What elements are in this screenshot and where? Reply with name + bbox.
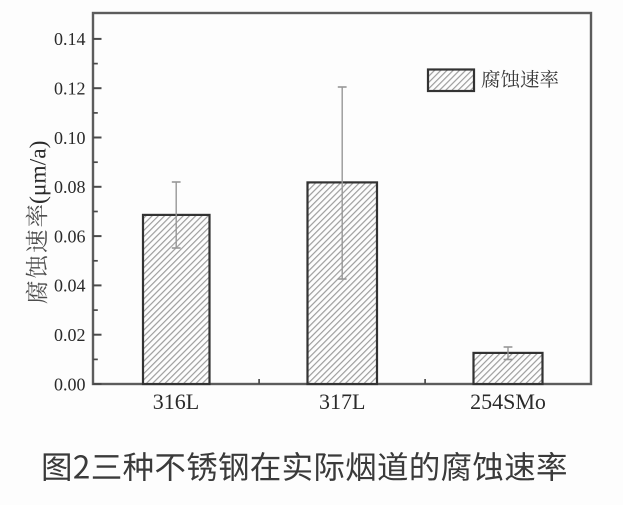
svg-text:0.06: 0.06 [54, 226, 86, 246]
svg-text:0.02: 0.02 [54, 325, 86, 345]
svg-text:(μm/a): (μm/a) [26, 141, 52, 205]
svg-text:254SMo: 254SMo [470, 389, 546, 414]
svg-text:0.08: 0.08 [54, 177, 86, 197]
svg-text:316L: 316L [153, 389, 199, 414]
svg-text:0.12: 0.12 [54, 79, 86, 99]
svg-text:0.14: 0.14 [54, 29, 86, 49]
svg-text:0.00: 0.00 [54, 374, 86, 394]
svg-text:317L: 317L [319, 389, 365, 414]
svg-text:0.04: 0.04 [54, 276, 86, 296]
svg-text:0.10: 0.10 [54, 128, 86, 148]
